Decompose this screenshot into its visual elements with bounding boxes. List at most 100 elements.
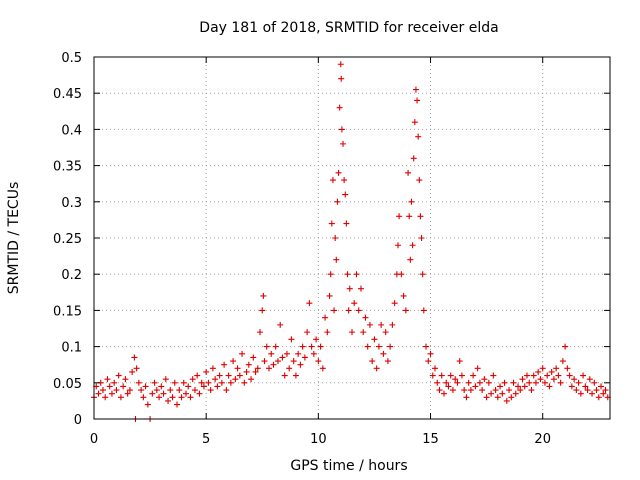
data-point xyxy=(476,379,483,386)
data-point xyxy=(463,394,470,401)
data-point xyxy=(434,379,441,386)
data-point xyxy=(519,376,526,383)
data-point xyxy=(221,361,228,368)
y-tick-label: 0.3 xyxy=(61,196,82,211)
data-point xyxy=(230,358,237,365)
data-point xyxy=(277,321,284,328)
data-point xyxy=(261,358,268,365)
data-point xyxy=(176,387,183,394)
data-point xyxy=(343,220,350,227)
data-point xyxy=(187,394,194,401)
y-tick-label: 0.2 xyxy=(61,268,82,283)
data-point xyxy=(265,365,272,372)
data-point xyxy=(329,177,336,184)
data-point xyxy=(517,387,524,394)
y-tick-label: 0.1 xyxy=(61,341,82,356)
data-point xyxy=(445,383,452,390)
x-tick-label: 10 xyxy=(310,432,327,447)
data-point xyxy=(317,343,324,350)
data-point xyxy=(566,372,573,379)
data-point xyxy=(182,390,189,397)
data-point xyxy=(373,365,380,372)
x-tick-label: 20 xyxy=(534,432,551,447)
data-point xyxy=(165,397,172,404)
data-point xyxy=(232,376,239,383)
data-point xyxy=(438,372,445,379)
data-point xyxy=(447,372,454,379)
data-point xyxy=(598,383,605,390)
data-point xyxy=(156,394,163,401)
data-point xyxy=(324,329,331,336)
data-point xyxy=(319,365,326,372)
data-point xyxy=(449,387,456,394)
data-point xyxy=(214,383,221,390)
data-point xyxy=(526,379,533,386)
data-point xyxy=(338,126,345,133)
data-point xyxy=(436,387,443,394)
data-point xyxy=(115,372,122,379)
data-point xyxy=(327,271,334,278)
data-point xyxy=(573,387,580,394)
data-point xyxy=(178,394,185,401)
data-point xyxy=(485,379,492,386)
data-point xyxy=(338,75,345,82)
data-point xyxy=(415,133,422,140)
data-point xyxy=(117,394,124,401)
data-point xyxy=(174,401,181,408)
chart-title: Day 181 of 2018, SRMTID for receiver eld… xyxy=(199,20,498,36)
data-point xyxy=(591,379,598,386)
data-point xyxy=(423,343,430,350)
data-point xyxy=(396,213,403,220)
data-point xyxy=(292,372,299,379)
data-point xyxy=(95,390,102,397)
data-point xyxy=(535,368,542,375)
data-point xyxy=(180,379,187,386)
data-point xyxy=(349,329,355,336)
data-point xyxy=(248,376,255,383)
data-point xyxy=(205,379,212,386)
data-point xyxy=(510,379,517,386)
data-point xyxy=(432,365,439,372)
data-point xyxy=(169,394,176,401)
data-point xyxy=(391,300,398,307)
data-point xyxy=(360,329,367,336)
data-point xyxy=(380,350,387,357)
data-point xyxy=(537,376,544,383)
data-point xyxy=(564,365,571,372)
data-point xyxy=(427,350,434,357)
data-point xyxy=(532,379,539,386)
data-point xyxy=(465,379,472,386)
data-point xyxy=(263,343,270,350)
data-point xyxy=(120,383,127,390)
data-point xyxy=(557,379,564,386)
data-point xyxy=(151,379,158,386)
data-point xyxy=(326,292,333,299)
data-point xyxy=(254,365,261,372)
data-point xyxy=(414,97,421,104)
data-point xyxy=(106,383,113,390)
data-point xyxy=(577,390,584,397)
data-point xyxy=(272,343,279,350)
data-point xyxy=(122,376,129,383)
data-point xyxy=(131,354,138,361)
plot-frame xyxy=(93,56,611,420)
data-point xyxy=(375,343,382,350)
data-point xyxy=(160,390,167,397)
data-point xyxy=(234,365,241,372)
data-point xyxy=(467,387,474,394)
data-point xyxy=(104,376,111,383)
data-point xyxy=(503,397,510,404)
data-point xyxy=(310,350,317,357)
data-point xyxy=(334,198,341,205)
data-point xyxy=(362,314,369,321)
data-point xyxy=(274,358,281,365)
data-point xyxy=(384,358,391,365)
data-point xyxy=(398,271,405,278)
data-point xyxy=(268,350,275,357)
data-point xyxy=(342,191,349,198)
data-point xyxy=(239,350,246,357)
data-point xyxy=(304,329,311,336)
data-point xyxy=(571,376,578,383)
data-point xyxy=(171,379,178,386)
y-tick-label: 0.45 xyxy=(53,87,82,102)
